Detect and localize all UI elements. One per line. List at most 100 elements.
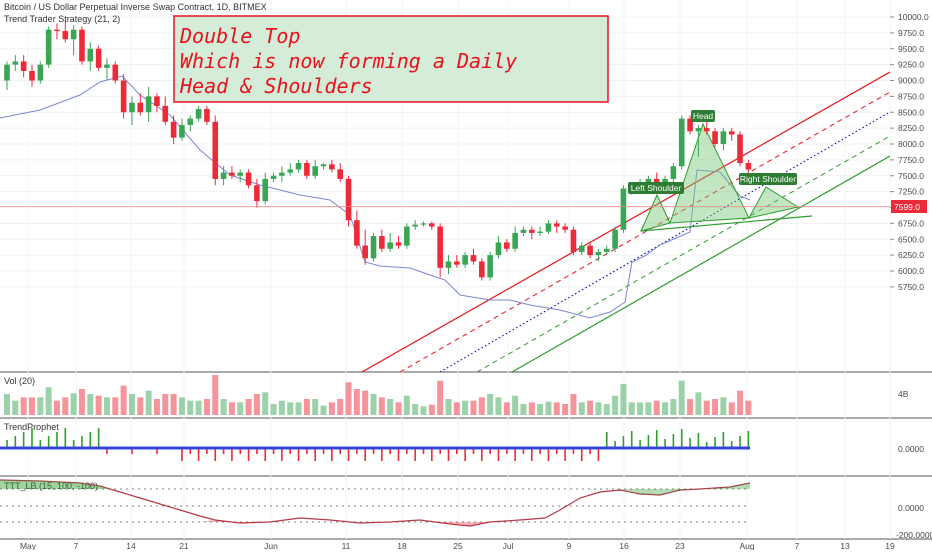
current-price-tag: 7599.0: [891, 200, 927, 213]
trendprophet-bar: [322, 448, 325, 454]
volume-bar: [145, 390, 152, 415]
candle-body: [112, 64, 119, 81]
ttt-oscillator: [0, 479, 751, 527]
candle-body: [304, 163, 310, 176]
volume-bar: [453, 402, 460, 415]
price-axis: 10000.0 9750.0 9500.0 9250.0 9000.0 8750.0 850…: [890, 12, 929, 292]
channel-median-line: [439, 111, 891, 373]
volume-bar: [62, 397, 69, 415]
trendprophet-bar: [389, 448, 391, 454]
volume-bar: [78, 389, 85, 415]
candle-body: [245, 172, 252, 186]
volume-bar: [403, 395, 410, 415]
candle-body: [345, 178, 352, 221]
price-tick-label: 5750.0: [898, 282, 924, 292]
volume-bar: [162, 394, 169, 415]
candle-body: [445, 261, 452, 268]
left-shoulder-tag-label: Left Shoulder: [631, 183, 682, 193]
trendprophet-bar: [439, 448, 441, 454]
volume-bar: [295, 402, 302, 415]
volume-bar: [495, 397, 502, 415]
chart-title: Bitcoin / US Dollar Perpetual Inverse Sw…: [4, 2, 267, 12]
candle-body: [728, 131, 735, 135]
date-tick-label: 7: [795, 541, 800, 550]
volume-bar: [720, 397, 727, 415]
candles: [4, 20, 752, 281]
candle-body: [362, 245, 368, 259]
candle-body: [262, 178, 269, 202]
trendprophet-bar: [6, 440, 8, 448]
candle-body: [537, 231, 543, 233]
trendprophet-bar: [189, 448, 192, 454]
date-tick-label: Jun: [264, 541, 278, 550]
volume-bar: [562, 404, 569, 415]
head-and-shoulders-pattern: [640, 122, 813, 232]
trendprophet-bar: [572, 448, 575, 454]
candle-body: [79, 29, 85, 62]
trendprophet-bar: [281, 448, 283, 461]
current-price-tag-label: 7599.0: [894, 202, 920, 212]
candle-body: [553, 223, 560, 227]
candle-body: [212, 121, 219, 179]
trendprophet-bar: [555, 448, 558, 454]
volume-bar: [362, 390, 369, 415]
volume-bar: [670, 399, 677, 415]
volume-bar: [4, 394, 10, 415]
annotation-line-3: Head & Shoulders: [179, 74, 373, 98]
indicator-label: Trend Trader Strategy (21, 2): [4, 14, 120, 24]
trendprophet-bar: [89, 432, 92, 448]
annotation-line-1: Double Top: [179, 24, 300, 48]
trendprophet-bar: [514, 448, 516, 461]
candle-body: [454, 261, 460, 265]
candle-body: [45, 29, 52, 65]
price-tick-label: 7250.0: [898, 187, 924, 197]
candle-body: [520, 229, 527, 233]
volume-bar: [387, 399, 394, 415]
volume-bar: [528, 402, 535, 415]
candle-body: [587, 245, 593, 256]
volume-bar: [428, 404, 435, 415]
volume-bar: [20, 397, 27, 415]
volume-bar: [703, 400, 710, 415]
volume-bar: [237, 402, 244, 415]
trendprophet-bar: [589, 448, 591, 454]
candle-body: [54, 29, 60, 31]
volume-bar: [445, 399, 452, 415]
candle-body: [620, 188, 627, 230]
candle-body: [379, 236, 385, 249]
right-shoulder-tag: Right Shoulder: [739, 173, 797, 185]
date-axis: May 7 14 21 Jun 11 18 25 Jul 9 16 23 Aug 7 13 19: [20, 541, 895, 551]
trendprophet-bar: [72, 440, 75, 448]
volume-bar: [728, 402, 735, 415]
candle-body: [395, 242, 402, 246]
candle-body: [745, 163, 752, 170]
trendprophet-bar: [331, 448, 333, 461]
trendprophet-bar: [97, 428, 100, 448]
trendprophet-bar: [314, 448, 317, 461]
volume-bar: [228, 402, 235, 415]
ttt-lower-fill-2: [440, 522, 490, 526]
volume-bar: [628, 402, 635, 415]
candle-body: [12, 61, 19, 65]
volume-bar: [662, 402, 669, 415]
trendprophet-bar: [247, 448, 250, 461]
volume-bar: [395, 402, 402, 415]
trendprophet-bar: [697, 433, 700, 448]
volume-bar: [712, 399, 719, 415]
volume-bar: [545, 401, 552, 415]
volume-bar: [28, 397, 35, 415]
trendprophet-bar: [47, 436, 50, 448]
current-price-tag-bg: [891, 200, 927, 213]
candle-body: [354, 220, 360, 246]
trendprophet-histogram: [0, 428, 750, 461]
trendprophet-bar: [639, 440, 641, 448]
trendprophet-bar: [272, 448, 275, 454]
ttt-upper-fill-left: [0, 480, 110, 489]
candle-body: [62, 30, 69, 40]
volume-bar: [478, 397, 485, 415]
trendprophet-bar: [289, 448, 292, 454]
trendprophet-bar: [264, 448, 267, 461]
volume-bar: [70, 393, 77, 415]
candle-body: [195, 109, 202, 119]
